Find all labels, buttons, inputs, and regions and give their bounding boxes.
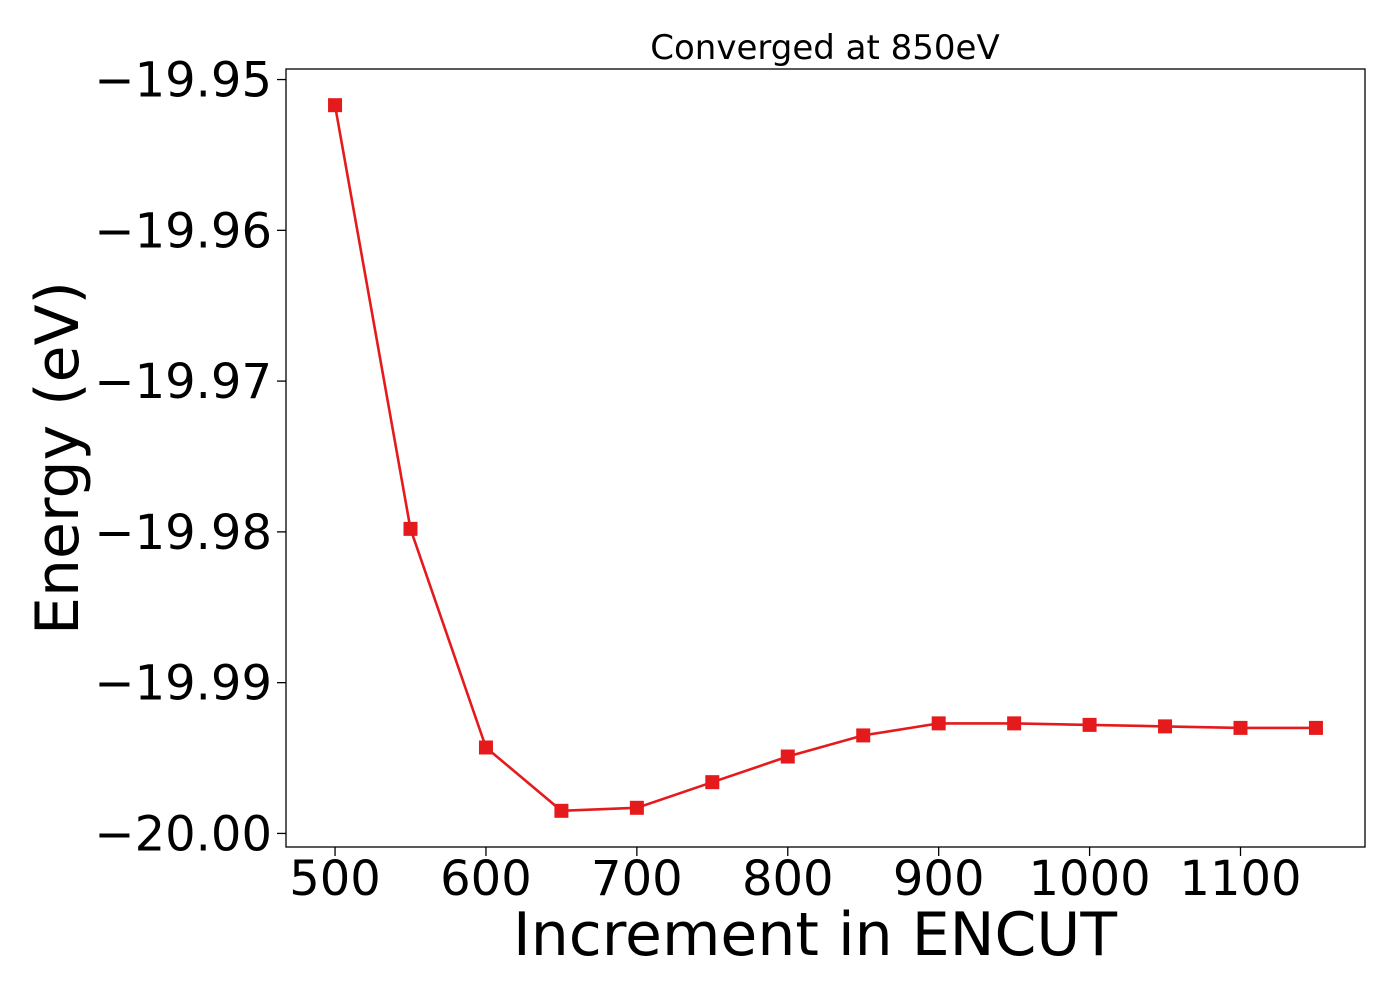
y-tick-label: −19.99	[94, 656, 272, 712]
y-tick-label: −19.95	[94, 53, 272, 109]
plot-frame	[285, 68, 1366, 848]
data-point	[629, 800, 644, 815]
y-tick-label: −20.00	[94, 806, 272, 862]
x-axis: 500 600 700 800 900 1000 1100	[289, 847, 1302, 907]
data-point	[780, 749, 795, 764]
data-point	[1082, 717, 1097, 732]
data-point	[1158, 719, 1173, 734]
y-tick-label: −19.96	[94, 203, 272, 259]
data-point	[931, 716, 946, 731]
chart-title: Converged at 850eV	[650, 28, 999, 68]
data-point	[1308, 720, 1323, 735]
x-tick-label: 700	[591, 851, 683, 907]
x-tick-label: 900	[893, 851, 985, 907]
y-tick-label: −19.98	[94, 505, 272, 561]
series-line	[333, 104, 1316, 813]
data-point	[328, 98, 343, 113]
x-tick-label: 1000	[1029, 851, 1151, 907]
x-tick-label: 800	[742, 851, 834, 907]
x-tick-label: 600	[440, 851, 532, 907]
y-axis: −19.95 −19.96 −19.97 −19.98 −19.99 −20.00	[94, 53, 286, 862]
data-point	[1233, 720, 1248, 735]
x-tick-label: 500	[289, 851, 381, 907]
data-point	[1007, 716, 1022, 731]
y-axis-label: Energy (eV)	[23, 281, 93, 635]
data-point	[856, 728, 871, 743]
data-point	[554, 803, 569, 818]
x-axis-label: Increment in ENCUT	[513, 900, 1117, 970]
x-tick-label: 1100	[1179, 851, 1301, 907]
data-point	[478, 740, 493, 755]
data-point	[403, 521, 418, 536]
plot-area	[328, 98, 1323, 818]
data-point	[705, 775, 720, 790]
y-tick-label: −19.97	[94, 354, 272, 410]
